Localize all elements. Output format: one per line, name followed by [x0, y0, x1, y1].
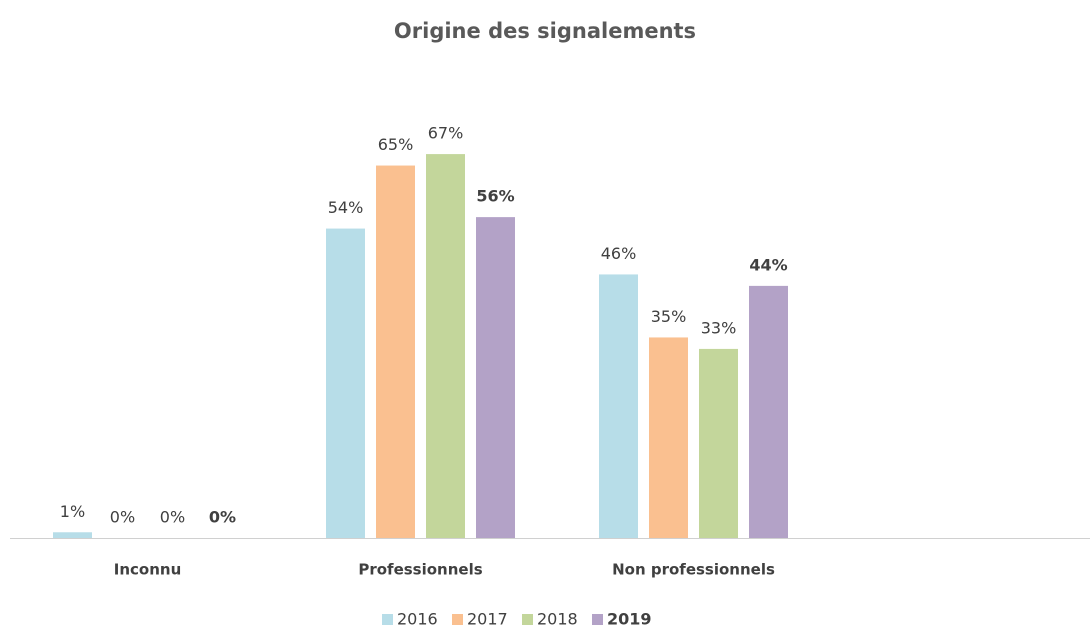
x-tick-label: Non professionnels: [612, 561, 775, 579]
data-label: 33%: [701, 318, 737, 337]
data-label: 44%: [749, 255, 787, 274]
data-label: 56%: [476, 187, 514, 206]
data-label: 0%: [160, 508, 185, 527]
legend-label: 2018: [537, 610, 578, 629]
data-label: 0%: [110, 508, 135, 527]
bar: [376, 165, 415, 539]
legend-swatch: [452, 614, 463, 625]
x-tick-label: Inconnu: [114, 561, 182, 579]
data-label: 1%: [60, 502, 85, 521]
data-label: 67%: [428, 124, 464, 143]
data-label: 0%: [209, 508, 236, 527]
legend-swatch: [522, 614, 533, 625]
data-label: 35%: [651, 307, 687, 326]
bar: [426, 154, 465, 538]
bar: [476, 217, 515, 538]
bar: [326, 228, 365, 538]
legend-label: 2017: [467, 610, 508, 629]
bar: [649, 337, 688, 538]
legend-label: 2019: [607, 610, 652, 629]
x-tick-label: Professionnels: [358, 561, 482, 579]
bar: [599, 274, 638, 538]
data-label: 46%: [601, 244, 637, 263]
bar: [749, 285, 788, 538]
bar: [699, 348, 738, 538]
data-label: 65%: [378, 135, 414, 154]
chart-title: Origine des signalements: [394, 19, 696, 43]
bar: [53, 532, 92, 538]
data-label: 54%: [328, 198, 364, 217]
legend-swatch: [592, 614, 603, 625]
legend-swatch: [382, 614, 393, 625]
legend-label: 2016: [397, 610, 438, 629]
